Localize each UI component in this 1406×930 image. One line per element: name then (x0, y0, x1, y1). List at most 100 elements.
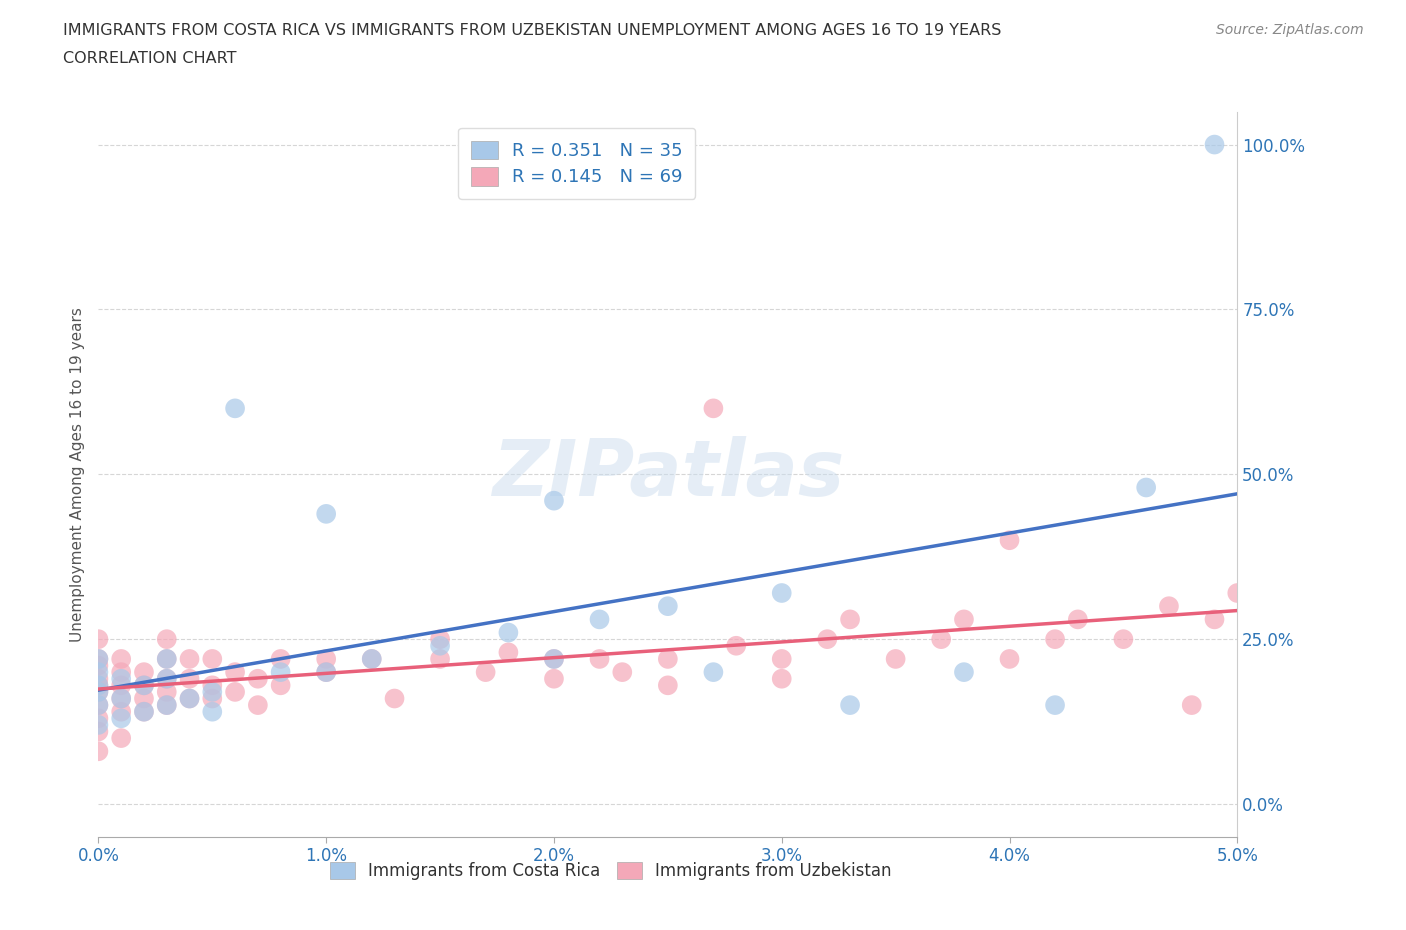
Point (315, 652, 337, 667)
Point (132, 678, 155, 693)
Point (132, 665, 155, 680)
Point (725, 638, 748, 653)
Text: CORRELATION CHART: CORRELATION CHART (63, 51, 236, 66)
Point (315, 507, 337, 522)
Point (384, 691, 406, 706)
Point (132, 704, 155, 719)
Point (1112, 631, 1135, 646)
Point (429, 638, 451, 653)
Point (224, 665, 246, 680)
Point (224, 401, 246, 416)
Point (1204, 612, 1226, 627)
Point (657, 599, 679, 614)
Point (543, 493, 565, 508)
Point (110, 704, 132, 719)
Point (179, 652, 201, 667)
Point (998, 652, 1021, 667)
Point (110, 652, 132, 667)
Point (110, 665, 132, 680)
Point (839, 612, 862, 627)
Point (110, 691, 132, 706)
Point (1043, 631, 1066, 646)
Point (87, 678, 110, 693)
Point (998, 533, 1021, 548)
Point (87, 717, 110, 732)
Point (612, 665, 634, 680)
Point (1226, 586, 1249, 601)
Point (657, 678, 679, 693)
Point (87, 652, 110, 667)
Point (179, 671, 201, 686)
Point (770, 586, 793, 601)
Point (884, 652, 907, 667)
Point (498, 644, 520, 659)
Point (1043, 698, 1066, 712)
Point (588, 652, 610, 667)
Point (87, 652, 110, 667)
Point (543, 652, 565, 667)
Point (1181, 698, 1204, 712)
Point (110, 691, 132, 706)
Point (156, 652, 179, 667)
Y-axis label: Unemployment Among Ages 16 to 19 years: Unemployment Among Ages 16 to 19 years (69, 307, 84, 642)
Point (87, 698, 110, 712)
Point (360, 652, 382, 667)
Point (87, 671, 110, 686)
Point (201, 678, 224, 693)
Point (156, 652, 179, 667)
Point (87, 684, 110, 699)
Point (132, 704, 155, 719)
Point (315, 665, 337, 680)
Point (770, 671, 793, 686)
Point (246, 671, 269, 686)
Text: IMMIGRANTS FROM COSTA RICA VS IMMIGRANTS FROM UZBEKISTAN UNEMPLOYMENT AMONG AGES: IMMIGRANTS FROM COSTA RICA VS IMMIGRANTS… (63, 23, 1001, 38)
Point (929, 631, 952, 646)
Point (156, 698, 179, 712)
Point (156, 671, 179, 686)
Point (498, 625, 520, 640)
Point (110, 711, 132, 725)
Point (429, 652, 451, 667)
Point (1135, 480, 1157, 495)
Point (87, 658, 110, 673)
Point (156, 631, 179, 646)
Point (87, 684, 110, 699)
Point (87, 744, 110, 759)
Point (702, 665, 724, 680)
Point (543, 652, 565, 667)
Point (87, 665, 110, 680)
Point (315, 665, 337, 680)
Point (429, 631, 451, 646)
Point (156, 684, 179, 699)
Point (657, 652, 679, 667)
Point (815, 631, 838, 646)
Text: ZIPatlas: ZIPatlas (492, 436, 844, 512)
Point (270, 678, 292, 693)
Point (224, 684, 246, 699)
Legend: Immigrants from Costa Rica, Immigrants from Uzbekistan: Immigrants from Costa Rica, Immigrants f… (323, 856, 898, 886)
Point (839, 698, 862, 712)
Point (201, 691, 224, 706)
Point (953, 612, 976, 627)
Point (179, 691, 201, 706)
Point (110, 731, 132, 746)
Point (87, 678, 110, 693)
Point (132, 691, 155, 706)
Point (87, 631, 110, 646)
Point (87, 724, 110, 739)
Point (770, 652, 793, 667)
Point (132, 678, 155, 693)
Point (953, 665, 976, 680)
Point (201, 704, 224, 719)
Point (543, 671, 565, 686)
Point (110, 671, 132, 686)
Point (87, 711, 110, 725)
Point (179, 691, 201, 706)
Point (110, 678, 132, 693)
Point (156, 698, 179, 712)
Point (1204, 137, 1226, 152)
Point (270, 652, 292, 667)
Point (201, 684, 224, 699)
Point (270, 665, 292, 680)
Point (87, 698, 110, 712)
